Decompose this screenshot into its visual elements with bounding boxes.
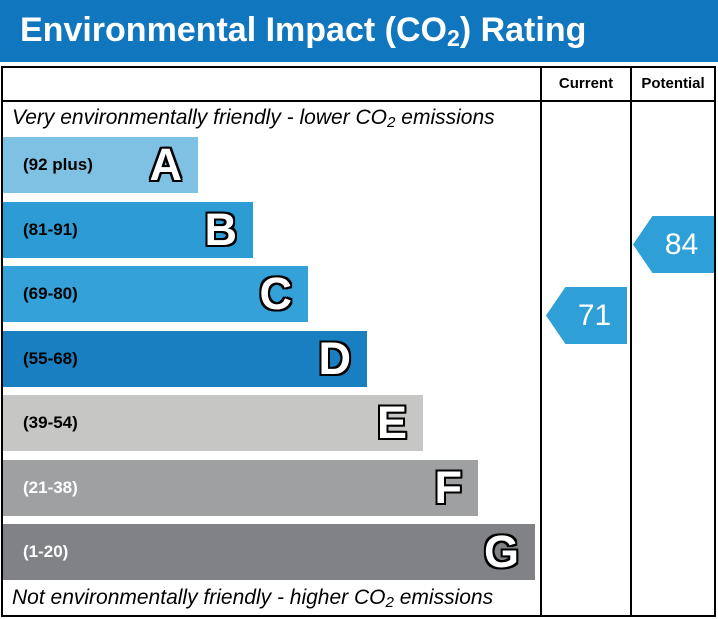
band-letter: D (318, 333, 352, 384)
band-letter: G (483, 526, 519, 577)
potential-rating-value: 84 (664, 228, 699, 261)
rating-band: (1-20) G (3, 524, 535, 580)
epc-rating-table: Current Potential Very environmentally f… (1, 66, 716, 617)
epc-rating-table-body: Current Potential Very environmentally f… (3, 68, 714, 615)
top-note-suffix: emissions (395, 106, 495, 129)
band-range-label: (39-54) (23, 413, 78, 432)
rating-band: (21-38) F (3, 460, 478, 516)
page-title: Environmental Impact (CO2) Rating (0, 0, 718, 60)
column-header-current: Current (558, 75, 614, 92)
rating-band: (69-80) C (3, 266, 308, 322)
page-title-suffix: ) Rating (459, 11, 587, 49)
current-rating-value: 71 (577, 299, 612, 332)
rating-band: (55-68) D (3, 331, 367, 387)
band-range-label: (21-38) (23, 478, 78, 497)
band-letter: A (149, 139, 183, 190)
rating-band: (81-91) B (3, 202, 253, 258)
band-range-label: (55-68) (23, 349, 78, 368)
potential-column-divider (630, 68, 632, 615)
band-letter: B (204, 204, 238, 255)
top-note-subscript: 2 (387, 114, 396, 132)
title-bar: Environmental Impact (CO2) Rating (0, 0, 718, 62)
page-title-subscript: 2 (446, 25, 460, 52)
potential-rating-arrow: 84 (633, 216, 714, 273)
rating-band: (92 plus) A (3, 137, 198, 193)
bottom-note-text: Not environmentally friendly - higher CO (12, 586, 386, 609)
current-rating-arrow: 71 (546, 287, 627, 344)
rating-band: (39-54) E (3, 395, 423, 451)
band-letter: E (376, 397, 407, 448)
band-letter: F (434, 462, 463, 513)
column-header-potential: Potential (641, 75, 705, 92)
header-divider-line (3, 100, 714, 102)
page-title-text: Environmental Impact (CO (20, 11, 447, 49)
current-column-divider (540, 68, 542, 615)
band-range-label: (69-80) (23, 284, 78, 303)
band-letter: C (259, 268, 293, 319)
bottom-note-subscript: 2 (385, 594, 394, 612)
band-range-label: (92 plus) (23, 155, 93, 174)
top-note-text: Very environmentally friendly - lower CO (12, 106, 388, 129)
band-range-label: (1-20) (23, 542, 69, 561)
bottom-note-suffix: emissions (393, 586, 494, 609)
bottom-note: Not environmentally friendly - higher CO… (12, 585, 493, 611)
band-range-label: (81-91) (23, 220, 78, 239)
top-note: Very environmentally friendly - lower CO… (12, 105, 495, 131)
